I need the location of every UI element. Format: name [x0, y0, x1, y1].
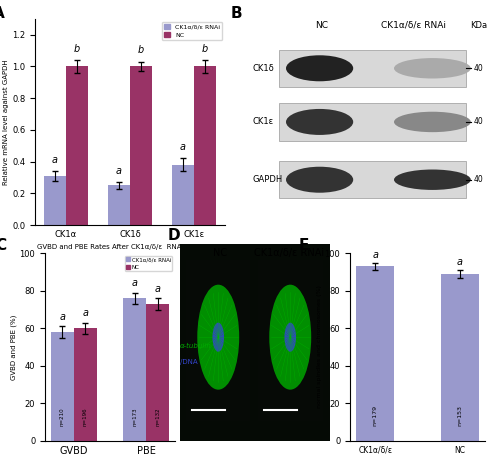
Bar: [146, 304, 169, 441]
Bar: [66, 67, 88, 225]
FancyBboxPatch shape: [279, 50, 466, 87]
Text: A: A: [0, 7, 5, 22]
Y-axis label: normal spindles and chromosomes (%): normal spindles and chromosomes (%): [317, 286, 322, 408]
Bar: [130, 67, 152, 225]
Legend: CK1α/δ/ε RNAi, NC: CK1α/δ/ε RNAi, NC: [124, 256, 172, 271]
FancyBboxPatch shape: [279, 103, 466, 141]
Bar: [356, 266, 394, 441]
Text: b: b: [138, 45, 144, 55]
Bar: [258, 260, 322, 421]
Text: n=196: n=196: [83, 407, 88, 426]
Text: 40: 40: [473, 175, 483, 184]
Text: a: a: [82, 308, 88, 318]
Ellipse shape: [286, 55, 353, 81]
Ellipse shape: [198, 285, 239, 390]
Ellipse shape: [212, 323, 224, 352]
Text: E: E: [298, 238, 309, 253]
Text: a: a: [52, 155, 58, 165]
Text: a: a: [372, 250, 378, 260]
Text: NC: NC: [214, 248, 228, 258]
Ellipse shape: [286, 109, 353, 135]
Ellipse shape: [286, 166, 353, 193]
Text: CK1δ: CK1δ: [252, 64, 274, 73]
Text: n=179: n=179: [372, 405, 378, 426]
Text: CK1α/δ/ε RNAi: CK1α/δ/ε RNAi: [380, 21, 446, 30]
Bar: [51, 332, 74, 441]
Text: a: a: [154, 284, 160, 294]
Text: C: C: [0, 238, 6, 253]
Text: CK1ε: CK1ε: [252, 117, 274, 127]
Bar: [172, 165, 194, 225]
Text: n=210: n=210: [60, 407, 65, 426]
Text: a: a: [457, 257, 463, 267]
Bar: [186, 260, 250, 421]
Text: n=153: n=153: [458, 405, 462, 426]
Text: CK1α/δ/ε RNAi: CK1α/δ/ε RNAi: [254, 248, 324, 258]
Y-axis label: GVBD and PBE (%): GVBD and PBE (%): [10, 314, 17, 380]
Ellipse shape: [394, 58, 471, 78]
Ellipse shape: [394, 169, 471, 190]
Ellipse shape: [394, 112, 471, 132]
Text: n=173: n=173: [132, 407, 137, 426]
Text: b: b: [74, 44, 80, 53]
Legend: CK1α/δ/ε RNAi, NC: CK1α/δ/ε RNAi, NC: [162, 22, 222, 40]
Ellipse shape: [270, 285, 311, 390]
Bar: [108, 185, 130, 225]
Text: α-tubulin: α-tubulin: [180, 343, 212, 349]
FancyBboxPatch shape: [279, 161, 466, 198]
Text: B: B: [231, 7, 242, 22]
Text: KDa: KDa: [470, 21, 488, 30]
Text: n=132: n=132: [155, 407, 160, 426]
Text: a: a: [116, 166, 122, 176]
Text: a: a: [132, 278, 138, 288]
Bar: [194, 67, 216, 225]
Title: GVBD and PBE Rates After CK1α/δ/ε  RNAi: GVBD and PBE Rates After CK1α/δ/ε RNAi: [37, 244, 183, 250]
Text: a: a: [180, 142, 186, 152]
Bar: [123, 298, 146, 441]
Text: GAPDH: GAPDH: [252, 175, 282, 184]
Ellipse shape: [284, 323, 296, 352]
Text: /DNA: /DNA: [180, 359, 198, 365]
Bar: [74, 328, 97, 441]
Text: 40: 40: [473, 117, 483, 127]
Text: D: D: [168, 228, 180, 243]
Text: b: b: [202, 44, 208, 53]
Bar: [441, 274, 479, 441]
Y-axis label: Relative mRNA level against GAPDH: Relative mRNA level against GAPDH: [3, 59, 10, 185]
Text: NC: NC: [316, 21, 328, 30]
Bar: [44, 176, 66, 225]
Text: a: a: [60, 312, 66, 322]
Text: 40: 40: [473, 64, 483, 73]
